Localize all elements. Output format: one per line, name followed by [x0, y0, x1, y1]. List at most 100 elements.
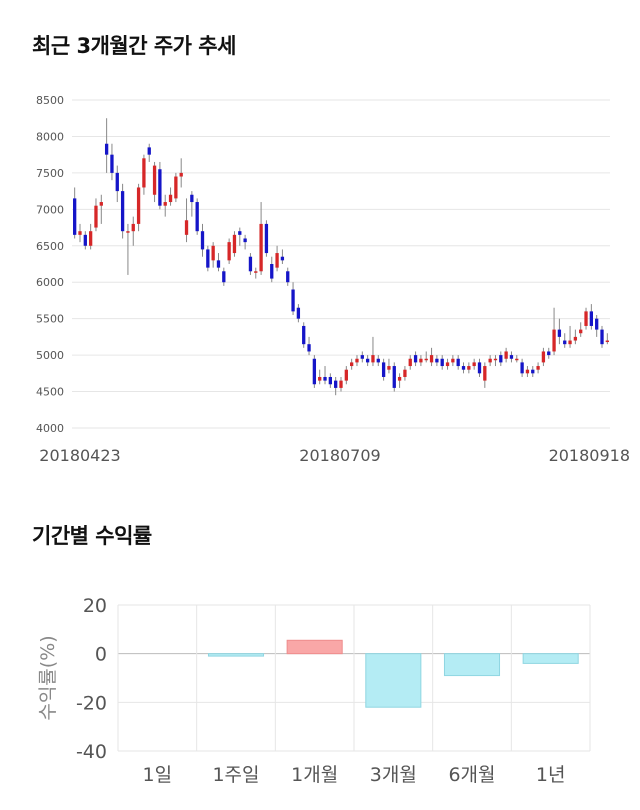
- candle-body: [563, 340, 567, 345]
- candle-body: [477, 362, 482, 374]
- candle-body: [456, 358, 460, 367]
- return-bar: [286, 639, 343, 655]
- return-y-tick-labels: 20 0 -20 -40: [76, 595, 107, 763]
- return-x-tick: 1년: [536, 764, 566, 786]
- price-y-tick: 7000: [36, 203, 64, 216]
- return-bar: [365, 653, 422, 708]
- candle-body: [147, 147, 151, 155]
- candle-body: [387, 366, 391, 370]
- candle-body: [365, 358, 370, 363]
- candle-body: [88, 231, 93, 246]
- candle-body: [573, 336, 578, 341]
- candle-body: [275, 253, 279, 268]
- price-x-tick-labels: 20180423 20180709 20180918: [39, 446, 630, 465]
- candle-body: [126, 231, 130, 233]
- price-y-tick: 4000: [36, 422, 64, 435]
- return-bar: [522, 653, 579, 664]
- candle-body: [419, 358, 423, 363]
- candle-body: [152, 165, 157, 195]
- candle-body: [78, 231, 82, 235]
- return-y-tick: 0: [95, 644, 107, 666]
- return-y-axis-label: 수익률(%): [37, 635, 59, 720]
- candle-body: [323, 376, 327, 381]
- price-y-tick-labels: 4000 4500 5000 5500 6000 6500 7000 7500 8000 8500: [36, 94, 64, 435]
- candle-body: [73, 198, 77, 235]
- return-y-tick: -40: [76, 741, 107, 763]
- return-x-tick: 6개월: [448, 764, 495, 786]
- candle-body: [227, 242, 231, 261]
- candle-body: [312, 358, 317, 385]
- candle-body: [270, 264, 274, 279]
- candle-body: [381, 362, 386, 377]
- price-x-tick: 20180423: [39, 446, 120, 465]
- candle-body: [504, 351, 508, 359]
- candle-body: [467, 366, 471, 370]
- candle-body: [184, 220, 189, 235]
- candle-body: [83, 234, 87, 246]
- return-x-tick-labels: 1일 1주일 1개월 3개월 6개월 1년: [143, 764, 566, 786]
- period-return-title: 기간별 수익률: [32, 524, 152, 548]
- candle-body: [531, 369, 535, 374]
- candle-body: [600, 329, 604, 345]
- candle-body: [568, 340, 572, 345]
- price-x-tick: 20180709: [299, 446, 380, 465]
- candle-body: [515, 358, 519, 361]
- candle-body: [451, 358, 455, 363]
- candle-body: [488, 358, 492, 363]
- candle-body: [222, 271, 226, 283]
- candle-body: [392, 366, 396, 388]
- candle-body: [136, 187, 141, 224]
- price-y-tick: 4500: [36, 386, 64, 399]
- candle-body: [179, 172, 183, 177]
- candle-body: [557, 329, 562, 337]
- candle-body: [350, 362, 354, 367]
- candle-body: [259, 223, 263, 272]
- candle-body: [509, 355, 514, 359]
- price-candles: [73, 118, 609, 396]
- candle-body: [174, 176, 178, 199]
- candle-body: [371, 355, 375, 363]
- candle-body: [499, 355, 503, 363]
- candle-body: [536, 366, 540, 370]
- candle-body: [589, 311, 594, 326]
- candle-body: [264, 223, 269, 254]
- return-x-tick: 1주일: [212, 764, 259, 786]
- candle-body: [232, 234, 237, 254]
- candle-body: [280, 256, 285, 261]
- price-y-tick: 6000: [36, 276, 64, 289]
- candle-body: [344, 369, 348, 381]
- price-candlestick-chart: 4000 4500 5000 5500 6000 6500 7000 7500 8000 8500…: [36, 94, 630, 465]
- candle-body: [579, 329, 583, 334]
- return-bar: [443, 653, 501, 677]
- candle-body: [104, 143, 109, 155]
- price-x-tick: 20180918: [549, 446, 630, 465]
- candle-body: [552, 329, 556, 352]
- return-bar: [207, 653, 265, 657]
- candle-body: [445, 362, 450, 367]
- candle-body: [584, 311, 588, 326]
- candle-body: [472, 362, 476, 367]
- candle-body: [360, 355, 364, 359]
- candle-body: [163, 202, 167, 206]
- return-x-tick: 3개월: [370, 764, 417, 786]
- candle-body: [291, 289, 295, 312]
- candle-body: [168, 194, 173, 203]
- candle-body: [334, 380, 338, 388]
- price-y-tick: 5000: [36, 349, 64, 362]
- return-bars: [207, 639, 579, 708]
- candle-body: [302, 325, 306, 345]
- price-y-tick: 7500: [36, 167, 64, 180]
- candle-body: [525, 369, 530, 374]
- candle-body: [211, 245, 215, 261]
- candle-body: [461, 366, 466, 370]
- return-y-tick: -20: [76, 692, 107, 714]
- candle-body: [376, 358, 380, 363]
- return-y-tick: 20: [83, 595, 107, 617]
- candle-body: [318, 376, 322, 381]
- candle-body: [158, 169, 162, 206]
- price-y-tick: 8000: [36, 130, 64, 143]
- candle-body: [408, 358, 412, 367]
- candle-body: [99, 202, 103, 206]
- candle-body: [403, 369, 407, 377]
- candle-body: [355, 358, 359, 363]
